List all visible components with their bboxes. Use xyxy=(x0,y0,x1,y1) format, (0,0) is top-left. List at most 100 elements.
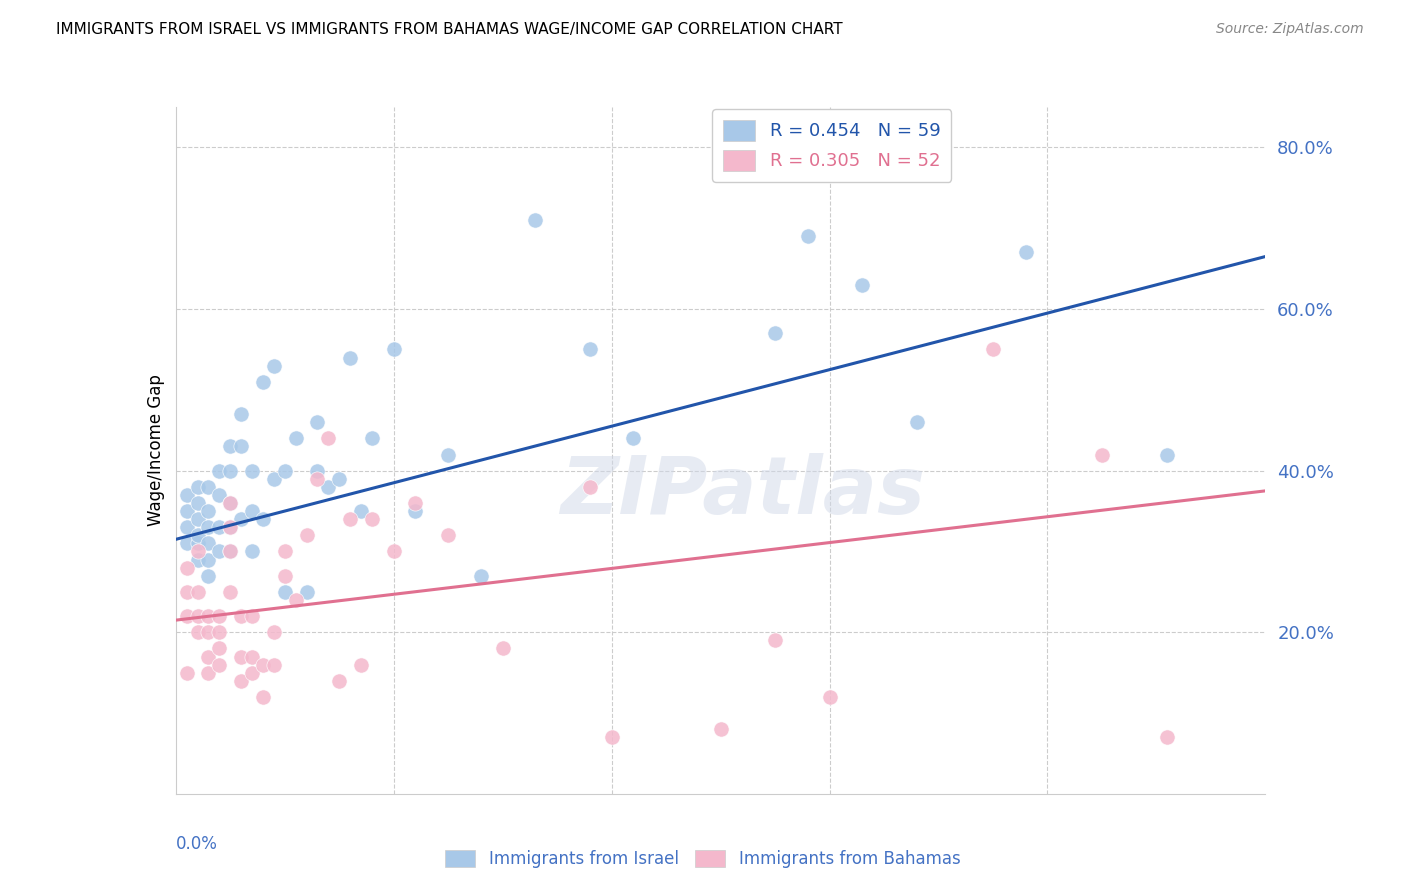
Point xyxy=(176,585,198,599)
Point xyxy=(240,649,263,664)
Point xyxy=(186,544,209,558)
Point xyxy=(186,609,209,624)
Point xyxy=(186,528,209,542)
Point xyxy=(208,609,231,624)
Point xyxy=(382,544,405,558)
Point xyxy=(437,528,460,542)
Point xyxy=(197,480,219,494)
Point xyxy=(208,641,231,656)
Point xyxy=(263,625,285,640)
Point xyxy=(360,512,382,526)
Point xyxy=(219,544,242,558)
Point xyxy=(240,665,263,680)
Point xyxy=(295,528,318,542)
Point xyxy=(328,472,350,486)
Point xyxy=(176,520,198,534)
Point xyxy=(818,690,841,704)
Legend: R = 0.454   N = 59, R = 0.305   N = 52: R = 0.454 N = 59, R = 0.305 N = 52 xyxy=(711,109,952,182)
Point xyxy=(176,560,198,574)
Point xyxy=(1156,448,1178,462)
Point xyxy=(263,657,285,672)
Point xyxy=(197,520,219,534)
Point xyxy=(492,641,515,656)
Point xyxy=(231,407,253,421)
Point xyxy=(263,472,285,486)
Point xyxy=(710,723,733,737)
Point xyxy=(197,536,219,550)
Point xyxy=(219,439,242,453)
Point xyxy=(621,431,644,445)
Point xyxy=(176,609,198,624)
Point xyxy=(197,609,219,624)
Point xyxy=(797,229,820,244)
Point xyxy=(579,343,602,357)
Point xyxy=(240,544,263,558)
Point xyxy=(240,609,263,624)
Point xyxy=(197,504,219,518)
Point xyxy=(208,625,231,640)
Point xyxy=(208,544,231,558)
Point xyxy=(176,665,198,680)
Point xyxy=(240,464,263,478)
Point xyxy=(219,496,242,510)
Point xyxy=(231,673,253,688)
Point xyxy=(295,585,318,599)
Point xyxy=(231,439,253,453)
Point xyxy=(197,552,219,566)
Point xyxy=(186,625,209,640)
Point xyxy=(219,520,242,534)
Point xyxy=(382,343,405,357)
Point xyxy=(763,633,786,648)
Point xyxy=(1015,245,1038,260)
Point xyxy=(339,512,361,526)
Point xyxy=(252,690,274,704)
Point xyxy=(318,480,340,494)
Point xyxy=(219,544,242,558)
Point xyxy=(208,520,231,534)
Point xyxy=(350,504,373,518)
Point xyxy=(197,665,219,680)
Point xyxy=(274,568,297,582)
Point xyxy=(197,649,219,664)
Point xyxy=(252,657,274,672)
Text: Source: ZipAtlas.com: Source: ZipAtlas.com xyxy=(1216,22,1364,37)
Point xyxy=(186,512,209,526)
Point xyxy=(307,464,329,478)
Point xyxy=(763,326,786,341)
Point xyxy=(600,731,623,745)
Point xyxy=(1091,448,1114,462)
Point xyxy=(274,464,297,478)
Point xyxy=(851,277,873,292)
Point xyxy=(405,496,427,510)
Point xyxy=(240,504,263,518)
Point xyxy=(208,464,231,478)
Point xyxy=(186,536,209,550)
Point xyxy=(231,609,253,624)
Point xyxy=(318,431,340,445)
Point xyxy=(263,359,285,373)
Point xyxy=(197,625,219,640)
Point xyxy=(905,415,928,429)
Point xyxy=(339,351,361,365)
Point xyxy=(524,213,547,227)
Point xyxy=(350,657,373,672)
Point xyxy=(219,464,242,478)
Point xyxy=(360,431,382,445)
Point xyxy=(186,552,209,566)
Point xyxy=(307,472,329,486)
Point xyxy=(208,488,231,502)
Legend: Immigrants from Israel, Immigrants from Bahamas: Immigrants from Israel, Immigrants from … xyxy=(439,843,967,875)
Point xyxy=(328,673,350,688)
Point xyxy=(176,536,198,550)
Point xyxy=(405,504,427,518)
Point xyxy=(579,480,602,494)
Point xyxy=(176,504,198,518)
Text: 0.0%: 0.0% xyxy=(176,835,218,853)
Point xyxy=(307,415,329,429)
Point xyxy=(437,448,460,462)
Point xyxy=(219,496,242,510)
Point xyxy=(252,375,274,389)
Point xyxy=(284,431,307,445)
Point xyxy=(274,585,297,599)
Point xyxy=(186,480,209,494)
